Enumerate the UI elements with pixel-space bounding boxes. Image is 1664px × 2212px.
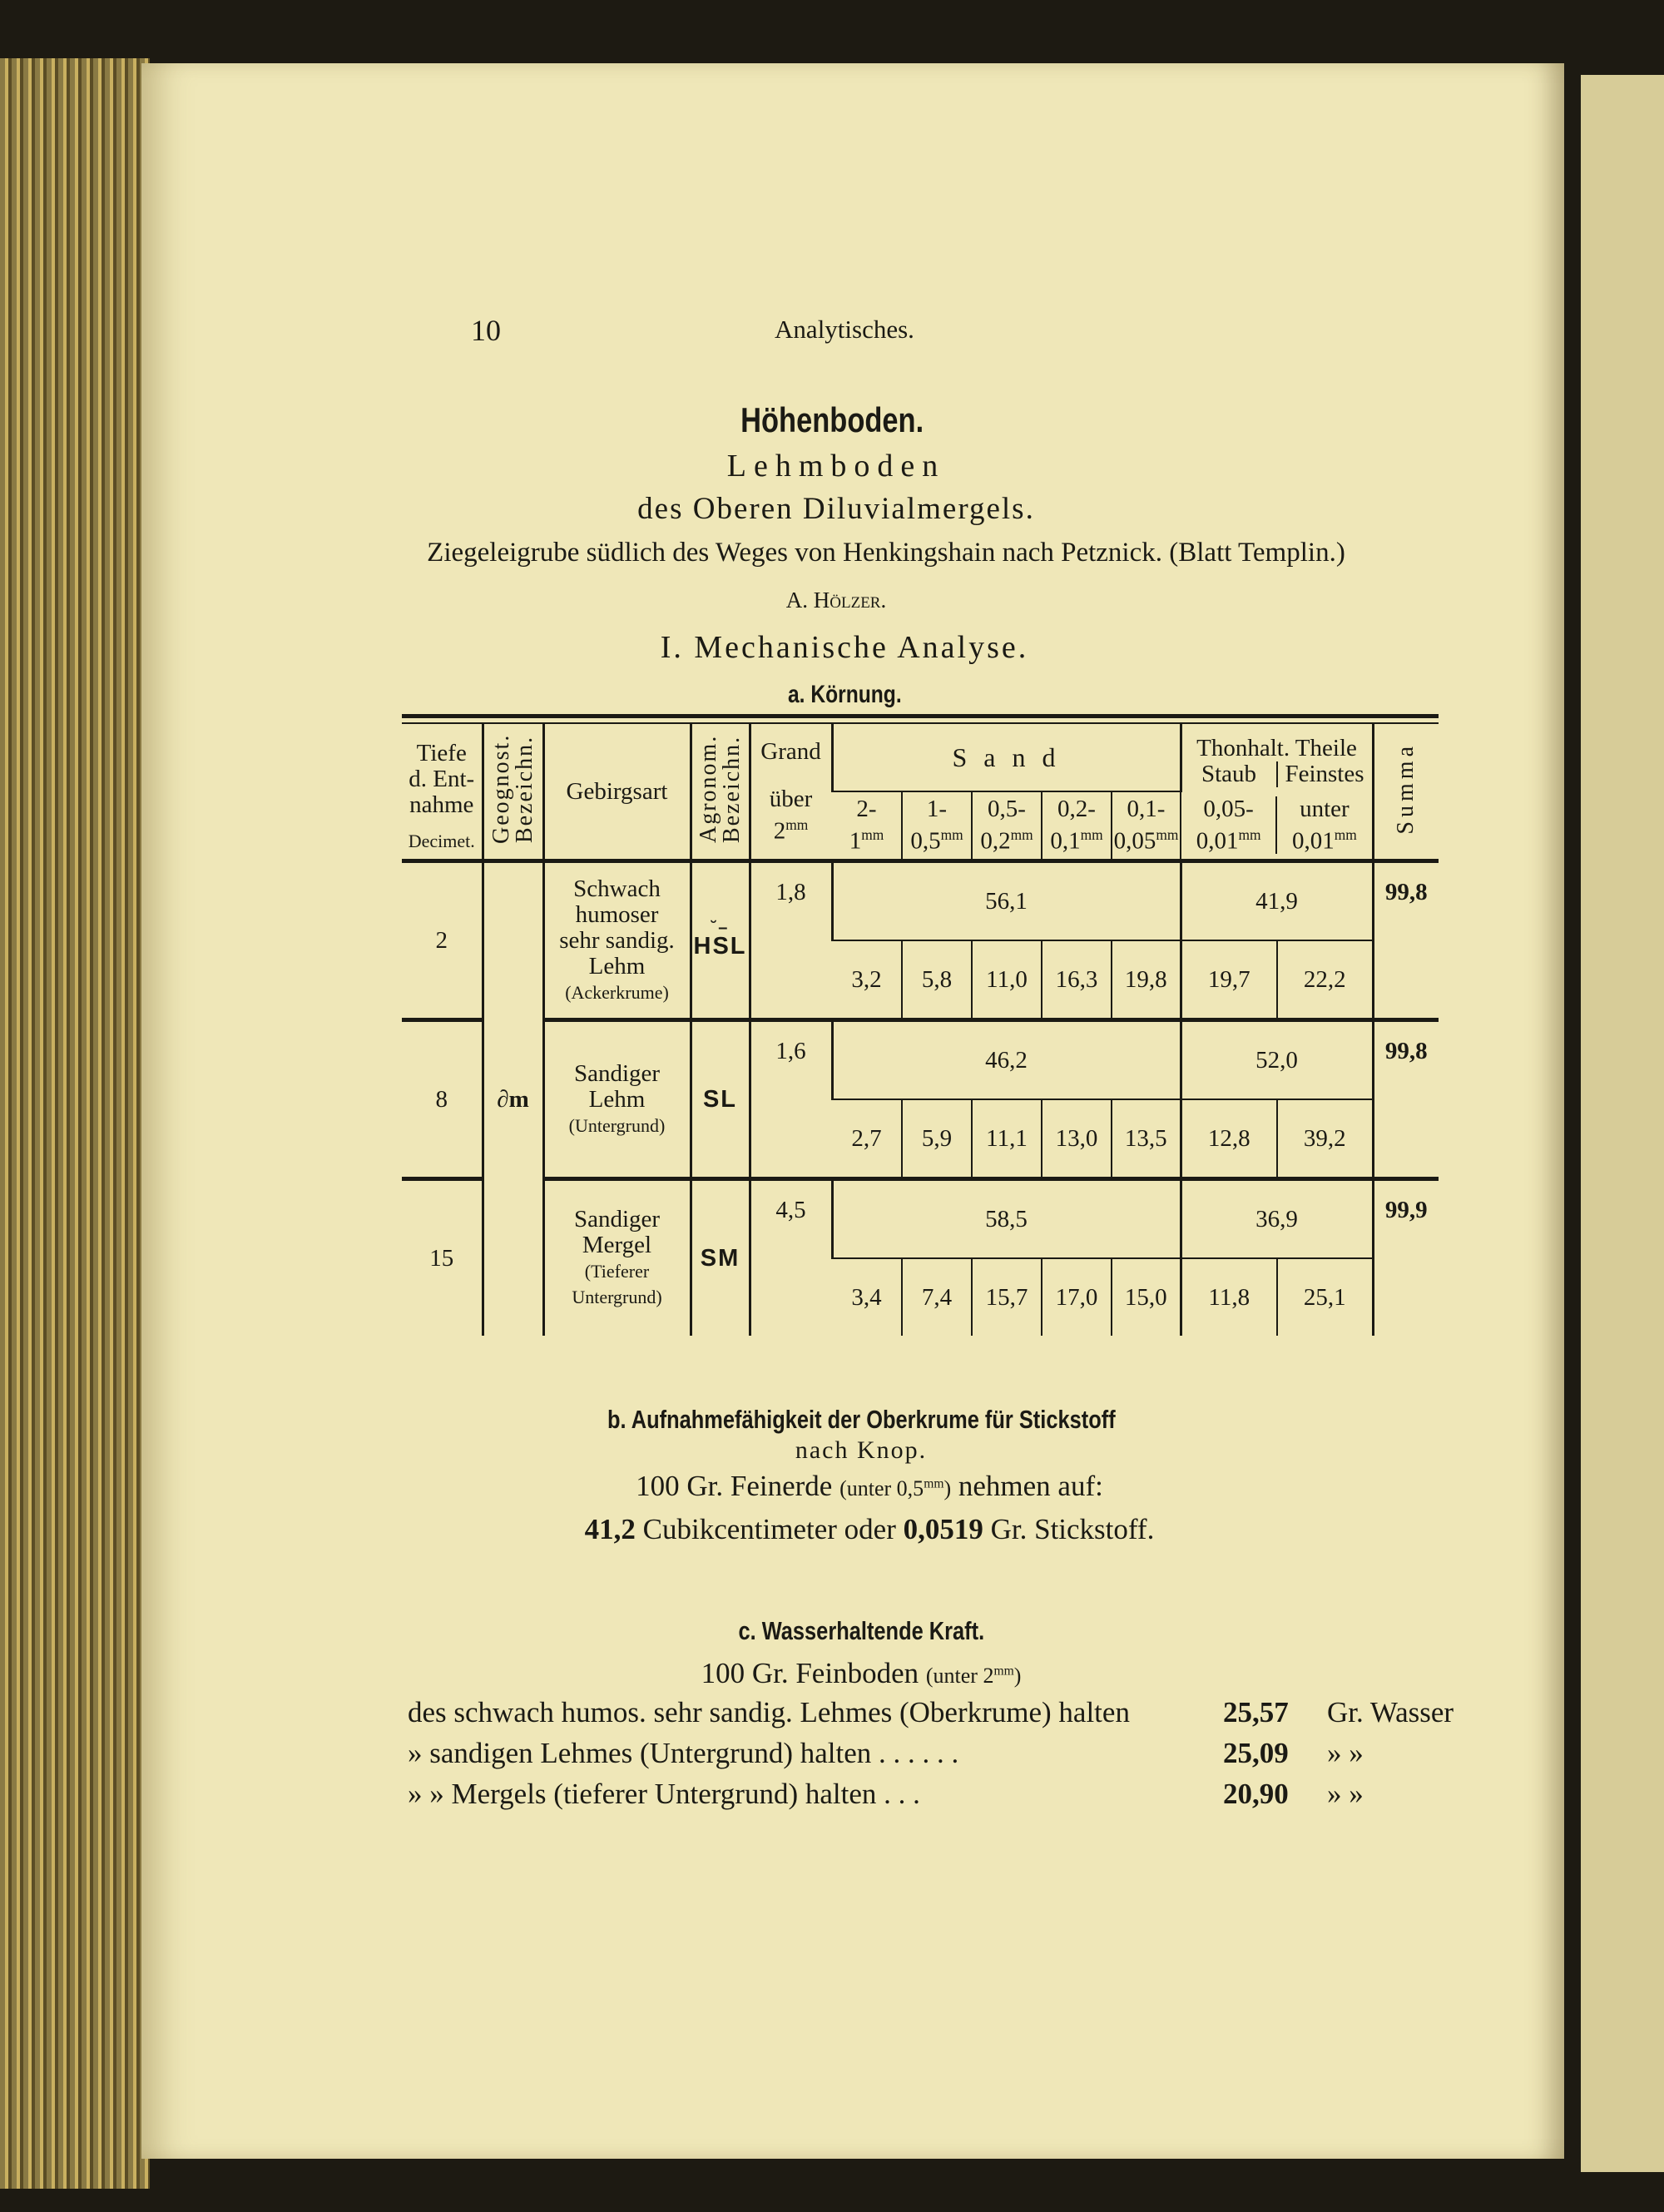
cell-sand-fraction: 13,0 xyxy=(1041,1099,1112,1179)
running-title: Analytisches. xyxy=(775,315,914,344)
header-agronom: Agronom. Bezeichn. xyxy=(689,723,750,861)
cell-sand-fraction: 11,0 xyxy=(971,940,1042,1020)
book-page: 10 Analytisches. Höhenboden. Lehmboden d… xyxy=(141,63,1564,2159)
location: Ziegeleigrube südlich des Weges von Henk… xyxy=(427,538,1345,568)
cell-sand-total: 58,5 xyxy=(830,1177,1181,1259)
cell-summa: 99,8 xyxy=(1371,859,1439,1020)
header-tiefe: Tiefe d. Ent-nahme Decimet. xyxy=(408,740,475,852)
table-top-rule xyxy=(402,714,1439,718)
header-gebirgsart: Gebirgsart xyxy=(542,723,691,861)
cell-geognost: ∂m xyxy=(481,859,543,1336)
cell-grand: 4,5 xyxy=(748,1177,832,1336)
water-row-unit: Gr. Wasser xyxy=(1327,1696,1454,1728)
cell-tiefe: 8 xyxy=(402,1018,483,1179)
cell-agronom: ˘– HSL xyxy=(689,859,750,1020)
book-page-edges xyxy=(0,58,150,2189)
header-sand-fraction: 0,1- 0,05mm xyxy=(1111,791,1181,861)
cell-gebirgsart: Sandiger Mergel (Tieferer Untergrund) xyxy=(542,1177,691,1336)
subsection-c-heading: c. Wasserhaltende Kraft. xyxy=(738,1616,984,1645)
cell-sand-fraction: 5,9 xyxy=(901,1099,972,1179)
cell-tiefe: 2 xyxy=(402,859,483,1020)
header-staub-range: 0,05- 0,01mm unter 0,01mm xyxy=(1180,791,1373,861)
cell-staub: 12,8 xyxy=(1179,1099,1277,1179)
cell-agronom: SL xyxy=(689,1018,750,1179)
table-row-fractions: 3,4 7,4 15,7 17,0 15,0 11,8 25,1 xyxy=(402,1258,1439,1336)
cell-gebirgsart: Schwach humoser sehr sandig. Lehm (Ackerkrum… xyxy=(542,859,691,1020)
water-row-label: » » Mergels (tieferer Untergrund) halten… xyxy=(408,1778,920,1810)
subtitle-1: Lehmboden xyxy=(726,449,946,484)
subsection-b-heading: b. Aufnahmefähigkeit der Oberkrume für S… xyxy=(607,1405,1116,1434)
next-page-edge xyxy=(1581,75,1664,2172)
cell-summa: 99,8 xyxy=(1371,1018,1439,1179)
cell-sand-fraction: 3,2 xyxy=(851,965,882,993)
cell-grand: 1,8 xyxy=(748,859,832,1020)
header-sand-fraction: 1- 0,5mm xyxy=(901,791,972,861)
analyst: A. Hölzer. xyxy=(785,588,887,613)
cell-sand-fraction: 11,1 xyxy=(971,1099,1042,1179)
cell-sand-fraction: 3,4 xyxy=(851,1283,882,1311)
page-number: 10 xyxy=(471,314,501,347)
header-grand: Grand über 2mm xyxy=(748,723,832,861)
header-thon: Thonhalt. Theile Staub Feinstes xyxy=(1179,723,1373,791)
cell-sand-fraction: 19,8 xyxy=(1111,940,1181,1020)
cell-staub: 11,8 xyxy=(1179,1258,1277,1336)
cell-thon-total: 41,9 xyxy=(1179,859,1373,941)
cell-thon-total: 52,0 xyxy=(1179,1018,1373,1100)
subsection-a-heading: a. Körnung. xyxy=(787,681,902,708)
cell-sand-fraction: 17,0 xyxy=(1041,1258,1112,1336)
cell-agronom: SM xyxy=(689,1177,750,1336)
water-row-value: 25,09 xyxy=(1223,1737,1289,1769)
water-row-value: 25,57 xyxy=(1223,1696,1289,1728)
header-geognost: Geognost. Bezeichn. xyxy=(481,723,543,861)
header-sand-fraction: 0,5- 0,2mm xyxy=(971,791,1042,861)
water-row-unit: » » xyxy=(1327,1737,1364,1769)
table-row: 8 Sandiger Lehm (Untergrund) SL 1,6 46,2 52,0 99… xyxy=(402,1018,1439,1179)
table-row-fractions: 2,7 5,9 11,1 13,0 13,5 12,8 39,2 xyxy=(402,1099,1439,1179)
koernung-table: Tiefe d. Ent-nahme Decimet. Geognost. Beze… xyxy=(402,722,1439,1336)
cell-sand-fraction: 2,7 xyxy=(851,1124,882,1152)
title: Höhenboden. xyxy=(740,400,924,439)
cell-feinstes: 39,2 xyxy=(1276,1099,1373,1179)
cell-tiefe: 15 xyxy=(402,1177,483,1336)
cell-sand-total: 46,2 xyxy=(830,1018,1181,1100)
cell-summa: 99,9 xyxy=(1371,1177,1439,1336)
subsection-b-by: nach Knop. xyxy=(795,1436,928,1464)
cell-sand-fraction: 7,4 xyxy=(901,1258,972,1336)
header-sand: S a n d xyxy=(830,723,1181,792)
cell-sand-fraction: 5,8 xyxy=(901,940,972,1020)
subsection-b-line-2: 41,2 Cubikcentimeter oder 0,0519 Gr. Sti… xyxy=(584,1513,1155,1545)
cell-sand-fraction: 16,3 xyxy=(1041,940,1112,1020)
cell-sand-fraction: 15,7 xyxy=(971,1258,1042,1336)
section-heading: I. Mechanische Analyse. xyxy=(660,630,1029,665)
water-row-label: des schwach humos. sehr sandig. Lehmes (… xyxy=(408,1696,1130,1728)
table-row-fractions: 3,2 5,8 11,0 16,3 19,8 19,7 22,2 xyxy=(402,940,1439,1020)
cell-grand: 1,6 xyxy=(748,1018,832,1179)
cell-thon-total: 36,9 xyxy=(1179,1177,1373,1259)
header-summa: Summa xyxy=(1371,723,1439,861)
cell-sand-fraction: 13,5 xyxy=(1111,1099,1181,1179)
subsection-c-intro: 100 Gr. Feinboden (unter 2mm) xyxy=(701,1657,1022,1689)
water-row-unit: » » xyxy=(1327,1778,1364,1810)
table-row: 15 Sandiger Mergel (Tieferer Untergrund) SM 4… xyxy=(402,1177,1439,1336)
header-sand-fraction: 2- 1mm xyxy=(849,796,884,855)
header-sand-fraction: 0,2- 0,1mm xyxy=(1041,791,1112,861)
subtitle-2: des Oberen Diluvialmergels. xyxy=(637,492,1035,526)
table-row: 2 ∂m Schwach humoser sehr sandig. Lehm (Ackerk… xyxy=(402,859,1439,1336)
cell-feinstes: 25,1 xyxy=(1276,1258,1373,1336)
cell-gebirgsart: Sandiger Lehm (Untergrund) xyxy=(542,1018,691,1179)
cell-staub: 19,7 xyxy=(1179,940,1277,1020)
subsection-b-line-1: 100 Gr. Feinerde (unter 0,5mm) nehmen au… xyxy=(636,1470,1103,1502)
cell-sand-total: 56,1 xyxy=(830,859,1181,941)
cell-feinstes: 22,2 xyxy=(1276,940,1373,1020)
cell-sand-fraction: 15,0 xyxy=(1111,1258,1181,1336)
water-row-value: 20,90 xyxy=(1223,1778,1289,1810)
water-row-label: » sandigen Lehmes (Untergrund) halten . … xyxy=(408,1737,959,1769)
